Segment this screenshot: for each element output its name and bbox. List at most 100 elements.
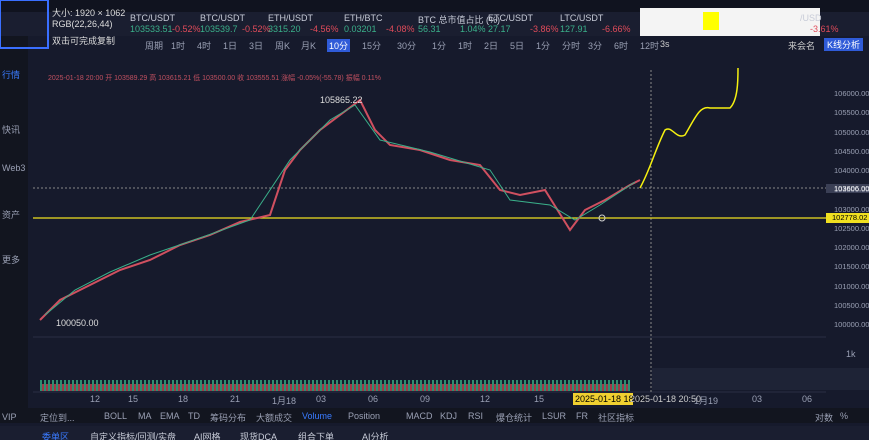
time-tick: 12 — [480, 394, 491, 404]
indicator-tab: 大额成交 — [256, 413, 293, 423]
price-tick: 104500.00 — [834, 146, 869, 156]
indicator-tab: 爆仓统计 — [496, 413, 533, 423]
period-button: 12时 — [640, 41, 660, 51]
period-button: 1日 — [223, 41, 238, 51]
time-tick: 15 — [534, 394, 545, 404]
indicator-tab: RSI — [468, 411, 484, 421]
indicator-tab: MA — [138, 411, 152, 421]
ticker-price: 0.03201 — [344, 24, 377, 34]
period-button: 周期 — [145, 41, 164, 51]
price-tick: 100500.00 — [834, 300, 869, 310]
ticker-price: 103539.7 — [200, 24, 238, 34]
indicator-tab: 筹码分布 — [210, 413, 247, 423]
ticker-change: -0.52% — [242, 24, 271, 34]
price-tick: 106000.00 — [834, 89, 869, 98]
price-tick: 102000.00 — [834, 243, 869, 252]
price-tick: 101500.00 — [834, 262, 869, 272]
ticker-change: -4.56% — [310, 24, 339, 34]
bottom-tab: 现货DCA — [240, 432, 278, 440]
indicator-tab: 定位到... — [40, 413, 75, 423]
crosshair-time: 2025-01-18 18:00 — [575, 394, 647, 404]
period-button: 3分 — [588, 41, 603, 51]
time-tick: 15 — [128, 394, 139, 404]
ticker-price: 3315.20 — [268, 24, 301, 34]
price-tick: 102500.00 — [834, 223, 869, 233]
time-tick: 1月18 — [272, 396, 297, 406]
ticker-price: 56.31 — [418, 24, 441, 34]
indicator-tab: MACD — [406, 411, 433, 421]
time-tick: 06 — [802, 394, 813, 404]
sidebar-item: 更多 — [2, 255, 21, 265]
ticker-change: -0.52% — [172, 24, 201, 34]
price-tick: 100000.00 — [834, 320, 869, 329]
bottom-tab: AI分析 — [362, 432, 389, 440]
account: 来会名 — [788, 41, 816, 51]
sidebar-item: 资产 — [2, 210, 21, 220]
ticker-change: -3.61% — [810, 24, 839, 34]
sidebar-item: VIP — [2, 412, 17, 422]
analysis-button: K线分析 — [824, 38, 864, 51]
ticker-change: -3.86% — [530, 24, 559, 34]
ticker-name: ETH/USDT — [268, 13, 313, 23]
time-tick: 21 — [230, 394, 241, 404]
period-button: 3日 — [249, 41, 264, 51]
current-price: 103606.00 — [834, 184, 869, 193]
percent-toggle: % — [840, 411, 849, 421]
overlay-size: 大小: 1920 × 1062 — [52, 8, 126, 18]
price-tick: 105000.00 — [834, 127, 869, 137]
volume-tick: 1k — [846, 349, 856, 359]
period-button: 1分 — [432, 41, 447, 51]
ohlc-line: 2025-01-18 20:00 开 103589.29 高 103615.21… — [48, 75, 381, 82]
time-tick: 12 — [90, 394, 101, 404]
bottom-tab: 自定义指标/回测/实盘 — [90, 432, 177, 440]
price-tick: 101000.00 — [834, 281, 869, 291]
time-tick: 03 — [316, 394, 327, 404]
period-button: 1时 — [171, 41, 186, 51]
ticker-name: BTC 总市值占比 (%) — [418, 15, 500, 25]
indicator-tab: LSUR — [542, 411, 567, 421]
ticker-name: /USD — [800, 13, 822, 23]
indicator-tab: 社区指标 — [598, 413, 635, 423]
overlay-rgb: RGB(22,26,44) — [52, 19, 113, 29]
indicator-tab: EMA — [160, 411, 180, 421]
ticker-change: -4.08% — [386, 24, 415, 34]
time-tick: 18 — [178, 394, 189, 404]
bottom-tab: 委单区 — [42, 432, 70, 440]
time-tick: 1月19 — [694, 396, 719, 406]
price-tick: 104000.00 — [834, 166, 869, 175]
line-price: 102778.02 — [832, 213, 868, 222]
ticker-name: ETH/BTC — [344, 13, 383, 23]
indicator-tab: Volume — [302, 411, 333, 421]
ticker-name: ETC/USDT — [488, 13, 533, 23]
price-tick: 103000.00 — [834, 204, 869, 214]
period-button: 15分 — [362, 41, 382, 51]
ticker-price: 27.17 — [488, 24, 511, 34]
ticker-price: 103533.51 — [130, 24, 173, 34]
price-tick: 105500.00 — [834, 108, 869, 118]
indicator-tab: BOLL — [104, 411, 128, 421]
ticker-name: LTC/USDT — [560, 13, 604, 23]
period-button: 月K — [301, 41, 317, 51]
price-tick: 103500.00 — [834, 185, 869, 195]
sidebar-item: 快讯 — [2, 125, 21, 135]
crosshair-time: 2025-01-18 20:50 — [630, 394, 702, 404]
log-toggle: 对数 — [815, 413, 834, 423]
period-button: 1分 — [536, 41, 551, 51]
ticker-change: -6.66% — [602, 24, 631, 34]
period-button: 6时 — [614, 41, 629, 51]
indicator-tab: Position — [348, 411, 381, 421]
low-label: 100050.00 — [56, 318, 99, 328]
overlay-hint: 双击可完成复制 — [52, 36, 116, 46]
ticker-change: 1.04% — [460, 24, 486, 34]
bottom-tab: AI网格 — [194, 432, 221, 440]
ticker-name: BTC/USDT — [130, 13, 175, 23]
time-tick: 03 — [752, 394, 763, 404]
period-button: 30分 — [397, 41, 417, 51]
period-button: 5日 — [510, 41, 525, 51]
ticker-name: BTC/USDT — [200, 13, 245, 23]
sidebar-item: 行情 — [2, 70, 21, 80]
interval: 3s — [660, 39, 670, 49]
period-button: 4时 — [197, 41, 212, 51]
